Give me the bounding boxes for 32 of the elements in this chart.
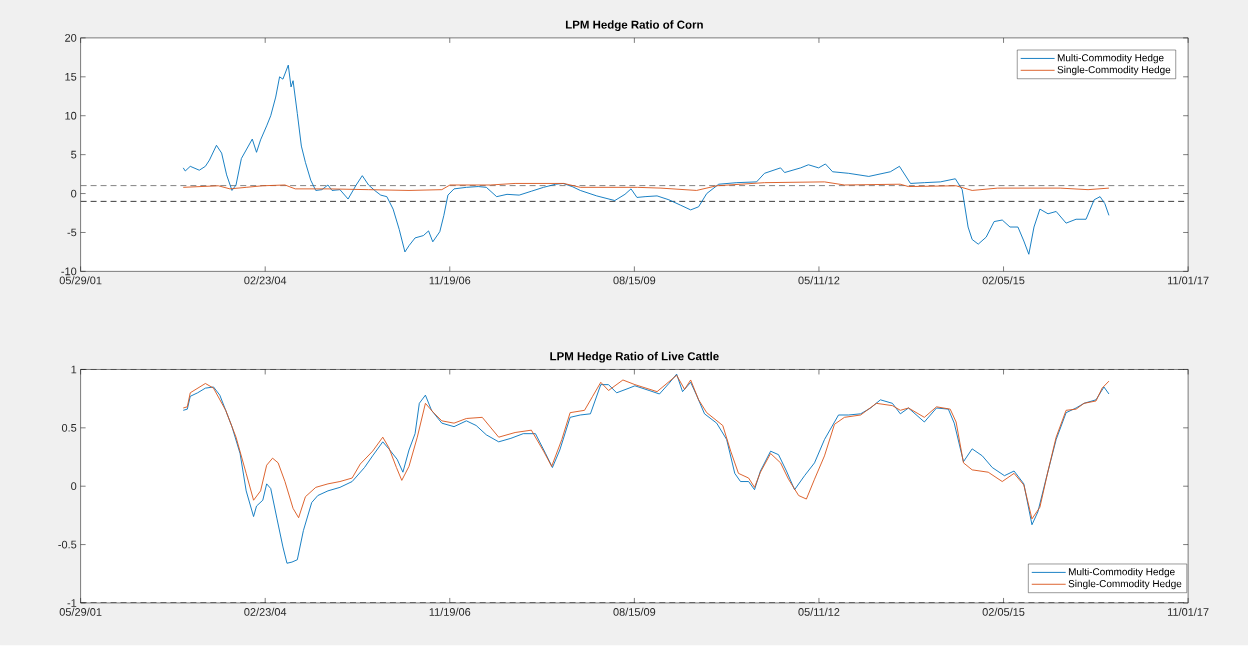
x-tick-label: 08/15/09 (613, 608, 656, 617)
x-tick-label: 05/11/12 (798, 608, 840, 617)
x-tick-label: 11/01/17 (1167, 608, 1209, 617)
x-tick-label: 05/11/12 (798, 276, 840, 285)
x-tick-label: 11/01/17 (1167, 276, 1209, 285)
y-tick-label: 5 (71, 151, 77, 159)
x-tick-label: 02/23/04 (244, 608, 287, 617)
y-tick-label: -0.5 (58, 540, 77, 549)
y-tick-label: 0 (71, 189, 77, 198)
legend-label: Multi-Commodity Hedge (1057, 54, 1164, 64)
y-tick-label: -10 (61, 267, 77, 276)
x-tick-label: 05/29/01 (59, 608, 102, 617)
x-tick-label: 02/05/15 (982, 276, 1025, 285)
x-tick-label: 02/05/15 (982, 608, 1025, 617)
legend-label: Single-Commodity Hedge (1068, 580, 1182, 590)
legend-label: Single-Commodity Hedge (1057, 66, 1171, 76)
chart-title: LPM Hedge Ratio of Live Cattle (550, 352, 719, 363)
x-tick-label: 08/15/09 (613, 276, 656, 285)
y-tick-label: 1 (71, 365, 77, 374)
legend-label: Multi-Commodity Hedge (1068, 568, 1175, 578)
y-tick-label: -1 (67, 599, 77, 607)
x-tick-label: 11/19/06 (429, 276, 471, 285)
x-tick-label: 05/29/01 (59, 276, 102, 285)
x-tick-label: 02/23/04 (244, 276, 287, 285)
chart-title: LPM Hedge Ratio of Corn (565, 20, 703, 32)
y-tick-label: 0.5 (61, 424, 77, 432)
y-tick-label: 10 (65, 112, 77, 120)
y-tick-label: -5 (67, 228, 77, 237)
x-tick-label: 11/19/06 (429, 608, 471, 617)
y-tick-label: 20 (65, 34, 77, 43)
y-tick-label: 15 (65, 73, 77, 81)
y-tick-label: 0 (71, 482, 77, 491)
